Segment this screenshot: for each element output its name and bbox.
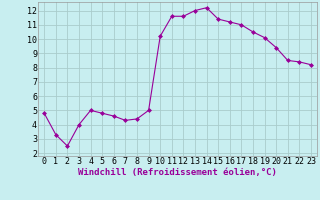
X-axis label: Windchill (Refroidissement éolien,°C): Windchill (Refroidissement éolien,°C) bbox=[78, 168, 277, 177]
